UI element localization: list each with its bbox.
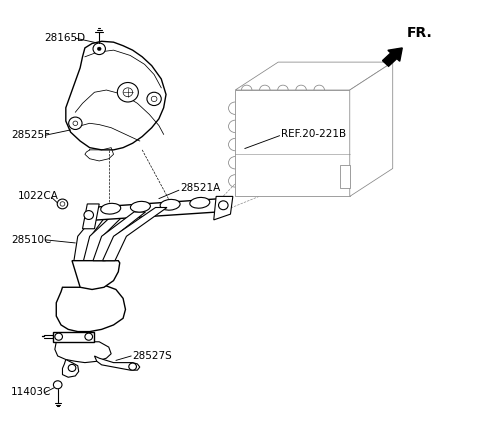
- Polygon shape: [103, 207, 167, 260]
- Circle shape: [93, 43, 106, 54]
- Polygon shape: [95, 356, 140, 370]
- Text: 28527S: 28527S: [132, 351, 172, 361]
- Text: 28525F: 28525F: [11, 130, 50, 140]
- Polygon shape: [55, 342, 111, 363]
- Circle shape: [97, 47, 101, 50]
- Circle shape: [117, 83, 138, 102]
- Polygon shape: [62, 359, 79, 377]
- Ellipse shape: [101, 203, 120, 214]
- Ellipse shape: [131, 202, 150, 212]
- Circle shape: [84, 211, 94, 219]
- Text: 11403C: 11403C: [11, 387, 51, 397]
- Circle shape: [147, 92, 161, 106]
- Circle shape: [151, 96, 157, 102]
- Text: 28165D: 28165D: [44, 33, 85, 43]
- Ellipse shape: [190, 198, 210, 208]
- Polygon shape: [74, 217, 105, 260]
- Polygon shape: [235, 90, 350, 196]
- Circle shape: [57, 199, 68, 209]
- Polygon shape: [72, 260, 120, 289]
- Polygon shape: [235, 62, 393, 90]
- Circle shape: [68, 364, 76, 372]
- Polygon shape: [350, 62, 393, 196]
- Text: REF.20-221B: REF.20-221B: [281, 129, 346, 139]
- Circle shape: [55, 333, 62, 340]
- Circle shape: [73, 121, 78, 125]
- Polygon shape: [83, 204, 99, 229]
- Polygon shape: [85, 198, 221, 221]
- Circle shape: [69, 117, 82, 129]
- Polygon shape: [56, 286, 125, 331]
- Text: 28521A: 28521A: [180, 183, 221, 194]
- FancyArrow shape: [383, 48, 402, 66]
- Polygon shape: [340, 165, 350, 187]
- Text: 1022CA: 1022CA: [18, 191, 59, 202]
- Ellipse shape: [160, 199, 180, 210]
- Circle shape: [129, 363, 136, 370]
- Circle shape: [218, 201, 228, 210]
- Circle shape: [123, 88, 132, 97]
- Polygon shape: [66, 41, 166, 150]
- Text: 28510C: 28510C: [11, 235, 51, 245]
- Circle shape: [85, 333, 93, 340]
- Text: FR.: FR.: [407, 26, 433, 40]
- Polygon shape: [84, 215, 124, 260]
- Polygon shape: [214, 196, 233, 220]
- Polygon shape: [93, 212, 145, 260]
- Polygon shape: [53, 331, 95, 342]
- Circle shape: [53, 381, 62, 389]
- Circle shape: [60, 202, 65, 206]
